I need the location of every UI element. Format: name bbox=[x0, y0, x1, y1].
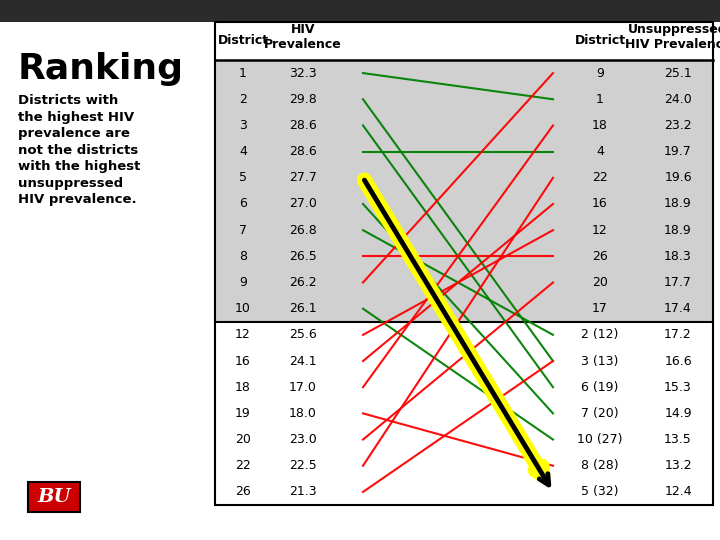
Text: 26.5: 26.5 bbox=[289, 250, 317, 263]
Text: 28.6: 28.6 bbox=[289, 119, 317, 132]
Text: 18: 18 bbox=[592, 119, 608, 132]
Text: 18.3: 18.3 bbox=[664, 250, 692, 263]
Text: 17.7: 17.7 bbox=[664, 276, 692, 289]
FancyBboxPatch shape bbox=[215, 60, 713, 505]
Text: 25.6: 25.6 bbox=[289, 328, 317, 341]
Text: 4: 4 bbox=[596, 145, 604, 158]
FancyBboxPatch shape bbox=[0, 0, 720, 22]
Text: 7 (20): 7 (20) bbox=[581, 407, 618, 420]
Text: 27.7: 27.7 bbox=[289, 171, 317, 184]
Text: 13.5: 13.5 bbox=[664, 433, 692, 446]
Text: 17: 17 bbox=[592, 302, 608, 315]
Text: 16.6: 16.6 bbox=[664, 355, 692, 368]
Text: Districts with
the highest HIV
prevalence are
not the districts
with the highest: Districts with the highest HIV prevalenc… bbox=[18, 94, 140, 206]
FancyBboxPatch shape bbox=[215, 22, 713, 60]
FancyBboxPatch shape bbox=[28, 482, 80, 512]
Text: 28.6: 28.6 bbox=[289, 145, 317, 158]
Text: 26.1: 26.1 bbox=[289, 302, 317, 315]
Text: 24.0: 24.0 bbox=[664, 93, 692, 106]
FancyBboxPatch shape bbox=[215, 322, 713, 505]
Text: 10 (27): 10 (27) bbox=[577, 433, 623, 446]
Text: 29.8: 29.8 bbox=[289, 93, 317, 106]
Text: 6 (19): 6 (19) bbox=[581, 381, 618, 394]
Text: 8 (28): 8 (28) bbox=[581, 459, 618, 472]
Text: 1: 1 bbox=[239, 66, 247, 79]
Text: 3 (13): 3 (13) bbox=[581, 355, 618, 368]
Text: 17.2: 17.2 bbox=[664, 328, 692, 341]
Text: 12: 12 bbox=[235, 328, 251, 341]
Text: 15.3: 15.3 bbox=[664, 381, 692, 394]
Text: Unsuppressed
HIV Prevalence: Unsuppressed HIV Prevalence bbox=[625, 23, 720, 51]
Text: 2: 2 bbox=[239, 93, 247, 106]
Text: 5: 5 bbox=[239, 171, 247, 184]
Text: 18: 18 bbox=[235, 381, 251, 394]
Text: 9: 9 bbox=[239, 276, 247, 289]
Text: Ranking: Ranking bbox=[18, 52, 184, 86]
Text: 14.9: 14.9 bbox=[664, 407, 692, 420]
Text: 8: 8 bbox=[239, 250, 247, 263]
Text: 16: 16 bbox=[592, 198, 608, 211]
Text: 2 (12): 2 (12) bbox=[581, 328, 618, 341]
Text: 21.3: 21.3 bbox=[289, 485, 317, 498]
Text: 10: 10 bbox=[235, 302, 251, 315]
Text: District: District bbox=[217, 35, 269, 48]
Text: 26: 26 bbox=[592, 250, 608, 263]
Text: 22.5: 22.5 bbox=[289, 459, 317, 472]
Text: 5 (32): 5 (32) bbox=[581, 485, 618, 498]
Text: 3: 3 bbox=[239, 119, 247, 132]
Text: 32.3: 32.3 bbox=[289, 66, 317, 79]
Text: 1: 1 bbox=[596, 93, 604, 106]
Text: 12: 12 bbox=[592, 224, 608, 237]
Text: 13.2: 13.2 bbox=[664, 459, 692, 472]
Text: 18.0: 18.0 bbox=[289, 407, 317, 420]
Text: 22: 22 bbox=[592, 171, 608, 184]
Text: 20: 20 bbox=[235, 433, 251, 446]
Text: 16: 16 bbox=[235, 355, 251, 368]
Text: 26.8: 26.8 bbox=[289, 224, 317, 237]
Text: District: District bbox=[575, 35, 626, 48]
Text: HIV
Prevalence: HIV Prevalence bbox=[264, 23, 342, 51]
Text: 20: 20 bbox=[592, 276, 608, 289]
Text: 7: 7 bbox=[239, 224, 247, 237]
Text: 17.0: 17.0 bbox=[289, 381, 317, 394]
Text: 23.0: 23.0 bbox=[289, 433, 317, 446]
Text: 22: 22 bbox=[235, 459, 251, 472]
Text: 19.7: 19.7 bbox=[664, 145, 692, 158]
Text: 26.2: 26.2 bbox=[289, 276, 317, 289]
Text: 17.4: 17.4 bbox=[664, 302, 692, 315]
Text: BU: BU bbox=[37, 488, 71, 506]
Text: 25.1: 25.1 bbox=[664, 66, 692, 79]
Text: 24.1: 24.1 bbox=[289, 355, 317, 368]
Text: 23.2: 23.2 bbox=[664, 119, 692, 132]
Text: 9: 9 bbox=[596, 66, 604, 79]
Text: 27.0: 27.0 bbox=[289, 198, 317, 211]
Text: 4: 4 bbox=[239, 145, 247, 158]
Text: 19: 19 bbox=[235, 407, 251, 420]
Text: 26: 26 bbox=[235, 485, 251, 498]
Text: 18.9: 18.9 bbox=[664, 224, 692, 237]
Text: 12.4: 12.4 bbox=[664, 485, 692, 498]
Text: 6: 6 bbox=[239, 198, 247, 211]
Text: 18.9: 18.9 bbox=[664, 198, 692, 211]
Text: 19.6: 19.6 bbox=[664, 171, 692, 184]
